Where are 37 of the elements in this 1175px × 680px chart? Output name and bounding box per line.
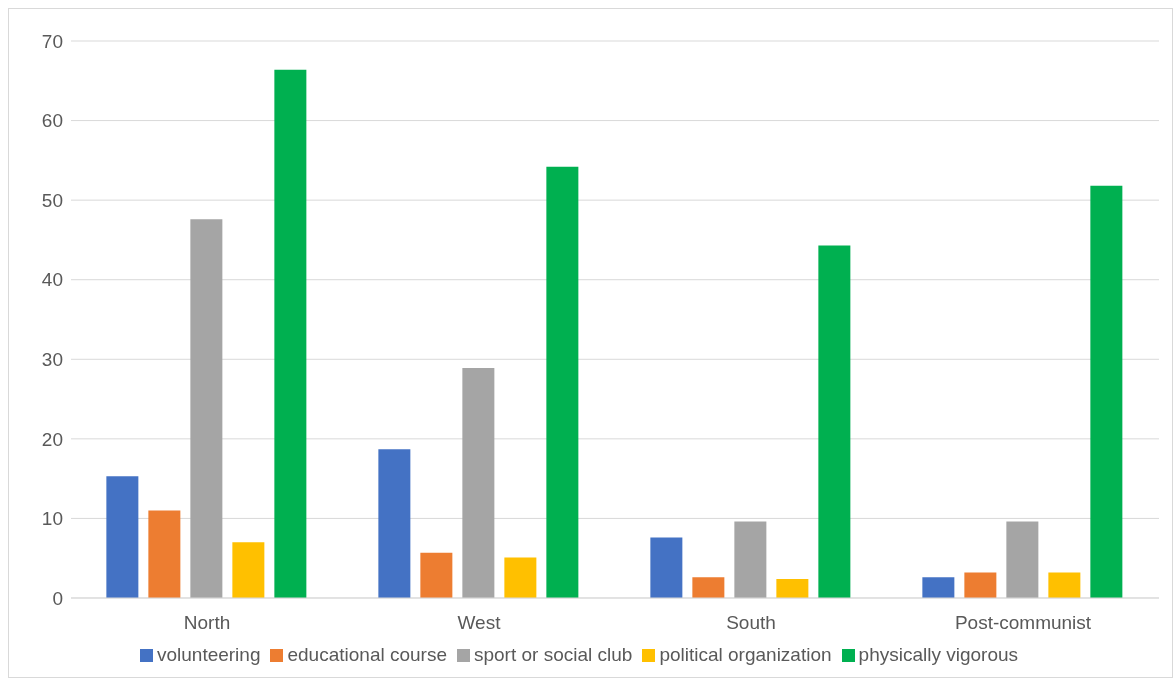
bar — [1090, 185, 1123, 598]
legend-label: physically vigorous — [858, 644, 1019, 665]
bar — [274, 69, 307, 598]
bar — [964, 572, 997, 598]
y-tick-label: 70 — [41, 30, 63, 52]
bar — [546, 166, 579, 598]
x-tick-label: Post-communist — [954, 612, 1092, 634]
bar — [1006, 521, 1039, 598]
y-tick-label: 0 — [52, 587, 63, 609]
bar — [776, 578, 809, 598]
legend-label: political organization — [659, 644, 832, 665]
bar — [378, 449, 411, 598]
bar — [462, 368, 495, 598]
y-tick-label: 50 — [41, 189, 63, 211]
y-tick-label: 60 — [41, 110, 63, 132]
bar — [650, 537, 683, 598]
y-tick-label: 20 — [41, 428, 63, 450]
bar — [1048, 572, 1081, 598]
bar — [692, 577, 725, 598]
bar — [818, 245, 851, 598]
x-tick-label: South — [726, 612, 776, 634]
bar — [504, 557, 537, 598]
bar — [232, 542, 265, 598]
legend-label: sport or social club — [473, 644, 633, 665]
x-tick-label: West — [457, 612, 502, 634]
y-tick-label: 40 — [41, 269, 63, 291]
bar — [190, 219, 223, 598]
bar — [734, 521, 767, 598]
bar — [148, 510, 181, 598]
bar — [106, 476, 139, 598]
bar — [922, 577, 955, 598]
legend-label: volunteering — [156, 644, 261, 665]
y-tick-label: 10 — [41, 508, 63, 530]
y-tick-label: 30 — [41, 349, 63, 371]
legend-label: educational course — [287, 644, 447, 665]
bar — [420, 552, 453, 598]
x-tick-label: North — [183, 612, 231, 634]
